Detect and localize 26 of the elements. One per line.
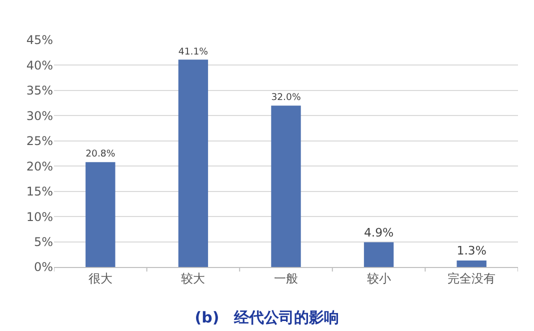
- x-tick-label: 较小: [366, 271, 391, 286]
- data-label: 32.0%: [271, 92, 301, 104]
- data-label: 4.9%: [364, 225, 394, 240]
- y-tick-label: 40%: [26, 58, 53, 72]
- x-tick-label: 一般: [274, 271, 298, 286]
- y-tick-label: 5%: [34, 234, 53, 249]
- x-tick-label: 很大: [88, 271, 112, 286]
- y-tick-label: 15%: [26, 184, 53, 199]
- y-tick-label: 10%: [26, 210, 53, 224]
- data-label: 20.8%: [86, 148, 116, 160]
- bar: [86, 162, 116, 267]
- y-tick-label: 45%: [26, 33, 53, 48]
- bar: [364, 242, 394, 267]
- y-tick-label: 30%: [26, 108, 53, 123]
- bar: [271, 106, 301, 267]
- x-tick-label: 较大: [181, 271, 206, 286]
- y-tick-label: 25%: [26, 134, 53, 148]
- bar: [456, 260, 486, 267]
- data-label: 41.1%: [178, 46, 208, 58]
- x-tick-label: 完全没有: [448, 271, 496, 286]
- text: (b) 经代公司的影响: [194, 308, 340, 327]
- y-tick-label: 35%: [26, 84, 53, 98]
- data-label: 1.3%: [456, 244, 486, 258]
- y-tick-label: 0%: [34, 260, 53, 274]
- y-tick-label: 20%: [26, 159, 53, 174]
- bar: [178, 60, 208, 267]
